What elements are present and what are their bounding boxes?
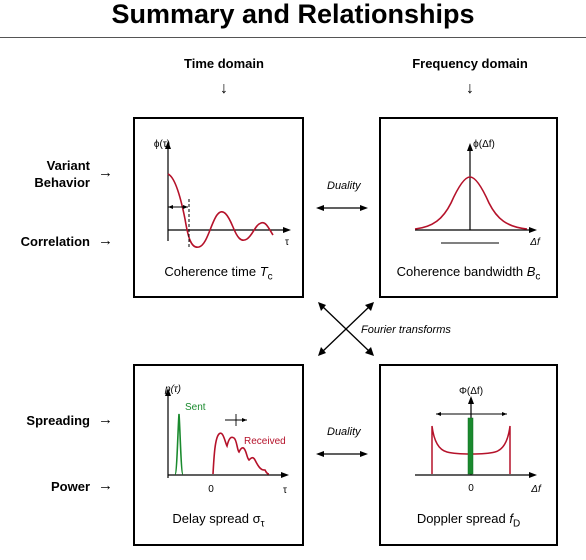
- doppler-spread-plot: Φ(Δf) 0 Δf: [415, 386, 542, 495]
- power-arrow-icon: →: [98, 477, 113, 494]
- row-label-variant: Variant: [46, 158, 90, 173]
- delay-spread-plot: p(τ) Sent Received 0 τ: [164, 384, 289, 496]
- coherence-bandwidth-plot: ϕ(Δf) Δf: [414, 139, 541, 248]
- doppler-spread-zero: 0: [468, 483, 474, 494]
- title-divider: [0, 37, 586, 38]
- coherence-bandwidth-panel: ϕ(Δf) Δf Coherence bandwidth Bc: [379, 117, 558, 298]
- time-domain-header: Time domain: [184, 56, 264, 71]
- fourier-transforms-label: Fourier transforms: [361, 324, 451, 336]
- delay-spread-panel: p(τ) Sent Received 0 τ Delay spread στ: [133, 364, 304, 546]
- coherence-bandwidth-ylabel: ϕ(Δf): [473, 139, 495, 150]
- coherence-time-xlabel: τ: [285, 237, 289, 248]
- page-title: Summary and Relationships: [111, 0, 475, 29]
- frequency-down-arrow-icon: ↓: [466, 80, 474, 97]
- received-pulse: [212, 432, 270, 475]
- received-label: Received: [244, 436, 286, 447]
- spreading-arrow-icon: →: [98, 411, 113, 428]
- coherence-bandwidth-caption: Coherence bandwidth Bc: [396, 264, 541, 283]
- row-label-behavior: Behavior: [34, 175, 90, 190]
- coherence-time-panel: ϕ(τ) τ Coherence time Tc: [133, 117, 304, 298]
- variant-arrow-icon: →: [98, 164, 113, 181]
- coherence-time-caption: Coherence time Tc: [164, 264, 273, 283]
- delay-spread-zero: 0: [208, 484, 214, 495]
- time-down-arrow-icon: ↓: [220, 80, 228, 97]
- doppler-carrier: [467, 417, 474, 475]
- frequency-domain-header: Frequency domain: [412, 56, 528, 71]
- row-label-power: Power: [50, 479, 90, 494]
- duality-top-label: Duality: [327, 180, 361, 192]
- sent-label: Sent: [185, 402, 206, 413]
- duality-bottom-label: Duality: [327, 426, 361, 438]
- delay-spread-ylabel: p(τ): [164, 384, 181, 395]
- sent-pulse: [174, 413, 184, 475]
- delay-spread-xlabel: τ: [283, 485, 287, 496]
- doppler-spread-ylabel: Φ(Δf): [459, 386, 483, 397]
- row-label-correlation: Correlation: [20, 234, 90, 249]
- coherence-time-plot: ϕ(τ) τ: [154, 139, 291, 248]
- row-label-spreading: Spreading: [26, 413, 90, 428]
- correlation-arrow-icon: →: [98, 232, 113, 249]
- doppler-spread-panel: Φ(Δf) 0 Δf Doppler spread fD: [379, 364, 558, 546]
- coherence-time-ylabel: ϕ(τ): [154, 139, 170, 150]
- doppler-spread-xlabel: Δf: [530, 484, 542, 495]
- coherence-bandwidth-xlabel: Δf: [529, 237, 541, 248]
- doppler-spread-caption: Doppler spread fD: [416, 511, 521, 530]
- delay-spread-caption: Delay spread στ: [172, 511, 265, 530]
